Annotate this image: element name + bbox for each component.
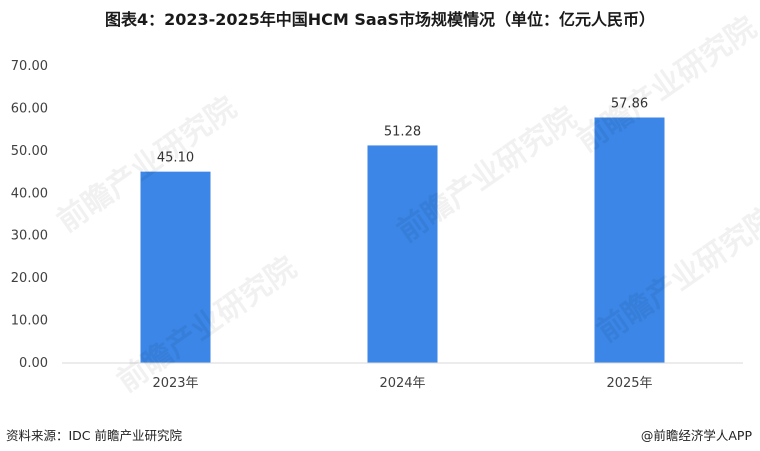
y-tick-label: 0.00 — [19, 356, 48, 371]
bar — [140, 171, 211, 363]
y-tick-label: 70.00 — [11, 59, 48, 74]
y-tick-label: 40.00 — [11, 186, 48, 201]
x-tick-label: 2024年 — [379, 376, 425, 391]
source-note: 资料来源：IDC 前瞻产业研究院 — [6, 428, 183, 443]
x-tick-label: 2023年 — [152, 376, 198, 391]
y-tick-label: 10.00 — [11, 314, 48, 329]
data-label: 45.10 — [157, 151, 194, 166]
bars — [140, 117, 665, 363]
y-tick-label: 30.00 — [11, 229, 48, 244]
data-label: 51.28 — [384, 124, 421, 139]
bar — [594, 117, 665, 363]
bar — [367, 145, 438, 363]
x-axis-ticks: 2023年 2024年 2025年 — [152, 376, 652, 391]
y-axis-ticks: 0.00 10.00 20.00 30.00 40.00 50.00 60.00 70.00 — [11, 59, 48, 371]
y-tick-label: 60.00 — [11, 101, 48, 116]
x-tick-label: 2025年 — [606, 376, 652, 391]
data-label: 57.86 — [611, 97, 648, 112]
y-tick-label: 20.00 — [11, 271, 48, 286]
value-labels: 45.10 51.28 57.86 — [157, 97, 648, 166]
chart-title: 图表4：2023-2025年中国HCM SaaS市场规模情况（单位：亿元人民币） — [104, 10, 656, 29]
brand-credit: @前瞻经济学人APP — [640, 428, 752, 443]
y-tick-label: 50.00 — [11, 144, 48, 159]
